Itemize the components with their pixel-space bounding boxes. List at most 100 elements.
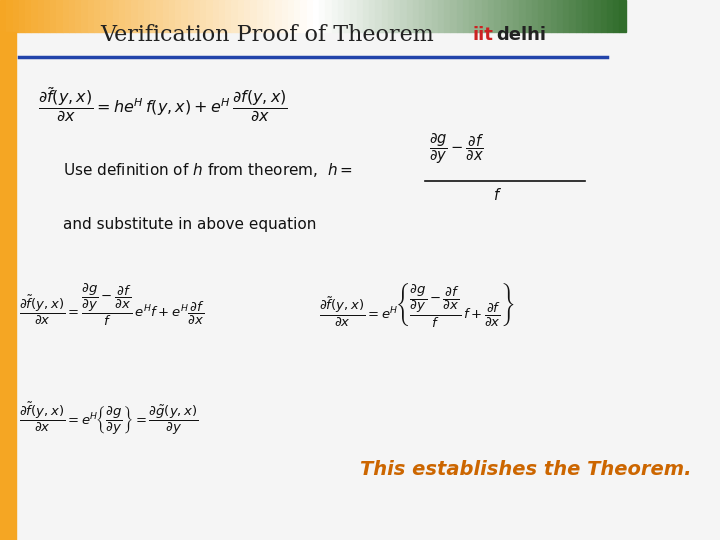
Bar [400, 0, 407, 32]
Bar [37, 0, 44, 32]
Bar [407, 0, 413, 32]
Bar [344, 0, 351, 32]
Bar [212, 0, 219, 32]
Text: $\dfrac{\partial \tilde{f}(y,x)}{\partial x} = \dfrac{\dfrac{\partial g}{\partia: $\dfrac{\partial \tilde{f}(y,x)}{\partia… [19, 282, 204, 328]
Bar [232, 0, 238, 32]
Bar [475, 0, 482, 32]
Bar [312, 0, 319, 32]
Text: $\dfrac{\partial g}{\partial y} - \dfrac{\partial f}{\partial x}$: $\dfrac{\partial g}{\partial y} - \dfrac… [428, 131, 484, 166]
Bar [31, 0, 37, 32]
Bar [369, 0, 375, 32]
Bar [100, 0, 107, 32]
Bar [194, 0, 200, 32]
Bar [613, 0, 619, 32]
Bar [325, 0, 332, 32]
Bar [269, 0, 275, 32]
Bar [570, 0, 575, 32]
Bar [413, 0, 419, 32]
Bar [451, 0, 456, 32]
Bar [607, 0, 613, 32]
Bar [156, 0, 163, 32]
Bar [526, 0, 532, 32]
Bar [463, 0, 469, 32]
Text: $f$: $f$ [493, 187, 502, 204]
Bar [25, 0, 31, 32]
Bar [94, 0, 100, 32]
Bar [275, 0, 282, 32]
Bar [394, 0, 400, 32]
Bar [600, 0, 607, 32]
Bar [482, 0, 488, 32]
Bar [307, 0, 312, 32]
Bar [288, 0, 294, 32]
Text: This establishes the Theorem.: This establishes the Theorem. [360, 460, 691, 480]
Bar [112, 0, 119, 32]
Bar [0, 32, 16, 540]
Bar [251, 0, 256, 32]
Bar [238, 0, 244, 32]
Bar [244, 0, 251, 32]
Bar [119, 0, 125, 32]
Bar [56, 0, 63, 32]
Bar [263, 0, 269, 32]
Bar [50, 0, 56, 32]
Bar [107, 0, 112, 32]
Bar [351, 0, 356, 32]
Bar [181, 0, 188, 32]
Bar [44, 0, 50, 32]
Bar [138, 0, 144, 32]
Bar [12, 0, 19, 32]
Bar [544, 0, 551, 32]
Bar [125, 0, 131, 32]
Bar [456, 0, 463, 32]
Text: and substitute in above equation: and substitute in above equation [63, 217, 316, 232]
Bar [75, 0, 81, 32]
Bar [507, 0, 513, 32]
Bar [300, 0, 307, 32]
Bar [595, 0, 600, 32]
Bar [219, 0, 225, 32]
Bar [432, 0, 438, 32]
Bar [488, 0, 494, 32]
Bar [81, 0, 88, 32]
Bar [150, 0, 156, 32]
Bar [469, 0, 475, 32]
Text: iit: iit [472, 26, 493, 44]
Bar [538, 0, 544, 32]
Bar [363, 0, 369, 32]
Bar [163, 0, 169, 32]
Bar [557, 0, 563, 32]
Bar [207, 0, 212, 32]
Bar [419, 0, 426, 32]
Bar [356, 0, 363, 32]
Bar [619, 0, 626, 32]
Bar [200, 0, 207, 32]
Bar [438, 0, 444, 32]
Bar [500, 0, 507, 32]
Text: Verification Proof of Theorem: Verification Proof of Theorem [100, 24, 434, 46]
Bar [282, 0, 288, 32]
Bar [0, 0, 6, 32]
Text: $\dfrac{\partial \tilde{f}(y,x)}{\partial x} = e^{H}\!\left\{\dfrac{\partial g}{: $\dfrac{\partial \tilde{f}(y,x)}{\partia… [19, 400, 199, 437]
Bar [6, 0, 12, 32]
Bar [588, 0, 595, 32]
Bar [575, 0, 582, 32]
Bar [188, 0, 194, 32]
Bar [332, 0, 338, 32]
Bar [388, 0, 394, 32]
Bar [19, 0, 25, 32]
Text: delhi: delhi [496, 26, 546, 44]
Bar [494, 0, 500, 32]
Text: Use definition of $h$ from theorem,  $h =$: Use definition of $h$ from theorem, $h =… [63, 161, 352, 179]
Bar [69, 0, 75, 32]
Bar [63, 0, 69, 32]
Bar [319, 0, 325, 32]
Bar [131, 0, 138, 32]
Bar [532, 0, 538, 32]
Bar [225, 0, 232, 32]
Bar [256, 0, 263, 32]
Bar [375, 0, 382, 32]
Bar [551, 0, 557, 32]
Bar [169, 0, 175, 32]
Bar [382, 0, 388, 32]
